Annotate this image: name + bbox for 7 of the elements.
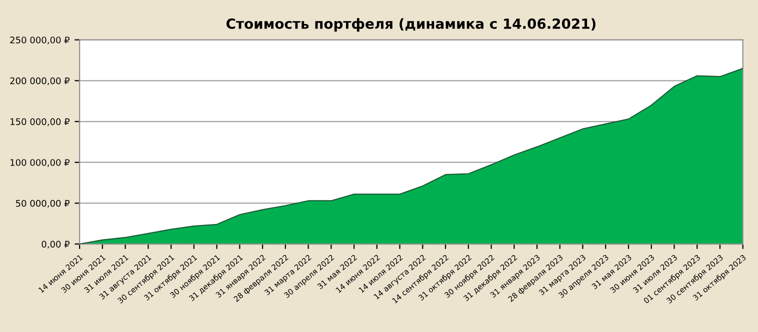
y-tick-label: 100 000,00 ₽ <box>10 159 70 167</box>
y-tick-label: 250 000,00 ₽ <box>10 36 70 44</box>
chart-title: Стоимость портфеля (динамика с 14.06.2021) <box>226 18 596 32</box>
y-tick-label: 150 000,00 ₽ <box>10 118 70 126</box>
y-tick-label: 0,00 ₽ <box>42 240 70 248</box>
y-tick-label: 200 000,00 ₽ <box>10 77 70 86</box>
y-tick-label: 50 000,00 ₽ <box>16 200 70 208</box>
